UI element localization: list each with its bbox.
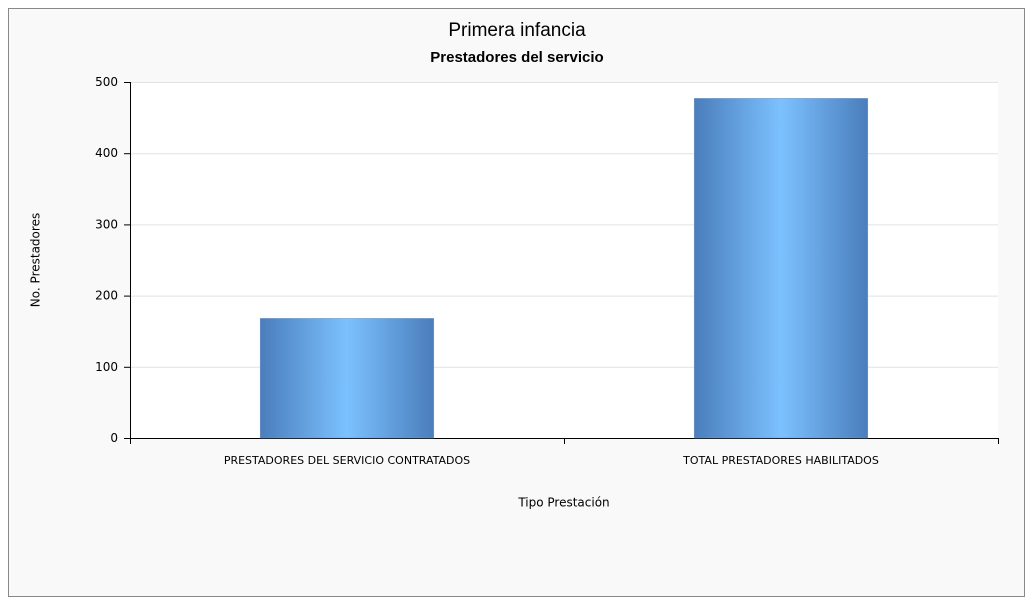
x-tick-label: PRESTADORES DEL SERVICIO CONTRATADOS	[224, 454, 470, 467]
y-tick-label: 400	[95, 146, 118, 160]
chart-subtitle: Prestadores del servicio	[430, 49, 603, 66]
x-tick-label: TOTAL PRESTADORES HABILITADOS	[682, 454, 879, 467]
y-tick-label: 100	[95, 360, 118, 374]
y-tick-label: 0	[110, 431, 118, 445]
y-tick-label: 200	[95, 289, 118, 303]
chart-title: Primera infancia	[448, 20, 586, 41]
x-axis-label: Tipo Prestación	[517, 496, 609, 510]
y-tick-label: 300	[95, 217, 118, 231]
y-axis-label: No. Prestadores	[29, 213, 43, 307]
bar	[259, 318, 435, 439]
y-tick-label: 500	[95, 75, 118, 89]
bar	[693, 98, 869, 439]
